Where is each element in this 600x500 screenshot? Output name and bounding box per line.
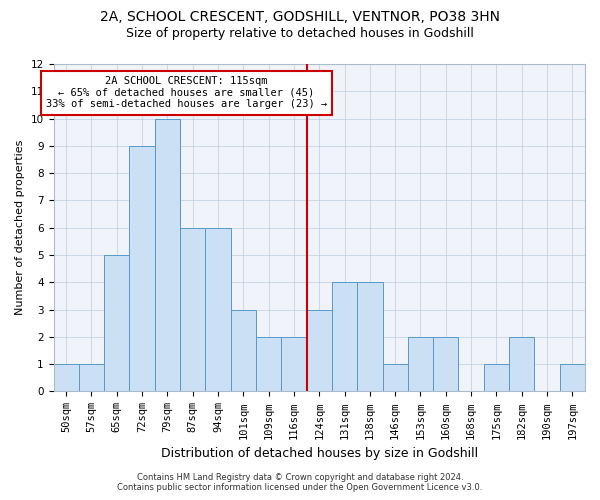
Text: 2A SCHOOL CRESCENT: 115sqm
← 65% of detached houses are smaller (45)
33% of semi: 2A SCHOOL CRESCENT: 115sqm ← 65% of deta… xyxy=(46,76,327,110)
Bar xyxy=(560,364,585,392)
Bar xyxy=(230,310,256,392)
Bar xyxy=(383,364,408,392)
Text: Contains HM Land Registry data © Crown copyright and database right 2024.
Contai: Contains HM Land Registry data © Crown c… xyxy=(118,473,482,492)
Bar xyxy=(205,228,230,392)
Bar xyxy=(433,337,458,392)
Text: 2A, SCHOOL CRESCENT, GODSHILL, VENTNOR, PO38 3HN: 2A, SCHOOL CRESCENT, GODSHILL, VENTNOR, … xyxy=(100,10,500,24)
Bar xyxy=(332,282,357,392)
Bar xyxy=(357,282,383,392)
X-axis label: Distribution of detached houses by size in Godshill: Distribution of detached houses by size … xyxy=(161,447,478,460)
Bar xyxy=(408,337,433,392)
Bar xyxy=(484,364,509,392)
Text: Size of property relative to detached houses in Godshill: Size of property relative to detached ho… xyxy=(126,28,474,40)
Bar xyxy=(155,118,180,392)
Bar xyxy=(509,337,535,392)
Bar xyxy=(130,146,155,392)
Bar xyxy=(79,364,104,392)
Bar xyxy=(307,310,332,392)
Bar xyxy=(104,255,130,392)
Bar xyxy=(180,228,205,392)
Bar xyxy=(256,337,281,392)
Y-axis label: Number of detached properties: Number of detached properties xyxy=(15,140,25,316)
Bar xyxy=(53,364,79,392)
Bar xyxy=(281,337,307,392)
